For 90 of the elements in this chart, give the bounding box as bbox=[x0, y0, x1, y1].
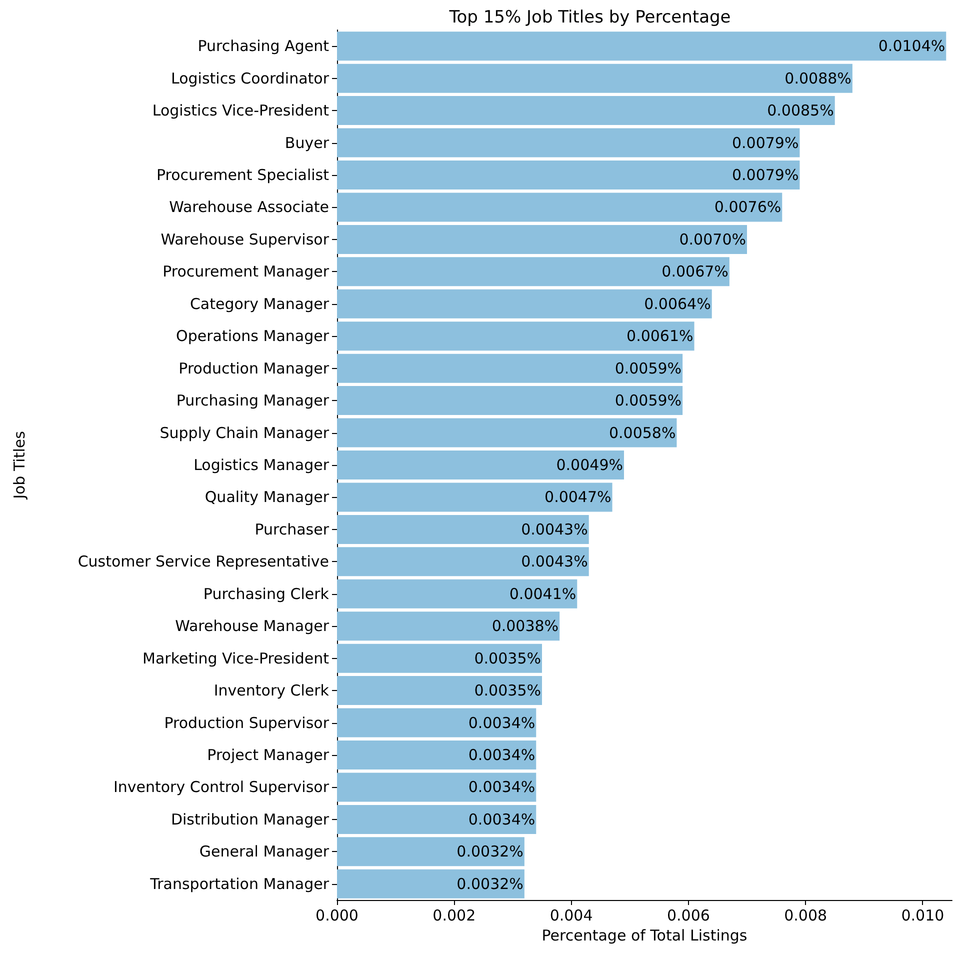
bar bbox=[337, 804, 536, 834]
x-tick-label: 0.004 bbox=[550, 906, 593, 924]
data-label: 0.0061% bbox=[626, 327, 694, 346]
y-tick-label: Inventory Clerk bbox=[214, 682, 330, 700]
y-tick-label: Production Supervisor bbox=[164, 714, 330, 732]
data-label: 0.0079% bbox=[732, 166, 799, 184]
data-label: 0.0035% bbox=[474, 682, 541, 700]
data-label: 0.0058% bbox=[608, 424, 676, 442]
data-label: 0.0059% bbox=[614, 359, 682, 378]
y-tick-label: Purchasing Clerk bbox=[203, 584, 330, 603]
bar bbox=[337, 579, 578, 608]
bar bbox=[337, 644, 542, 673]
x-tick-label: 0.006 bbox=[666, 906, 710, 924]
bar bbox=[337, 32, 946, 61]
data-label: 0.0034% bbox=[468, 778, 536, 796]
bar bbox=[337, 322, 694, 351]
y-tick-label: Operations Manager bbox=[176, 327, 330, 346]
data-label: 0.0070% bbox=[679, 230, 746, 248]
y-tick-label: Distribution Manager bbox=[170, 810, 330, 828]
y-tick-label: Customer Service Representative bbox=[78, 552, 329, 571]
bar bbox=[337, 160, 800, 190]
data-label: 0.0079% bbox=[732, 134, 799, 152]
y-axis-title: Job Titles bbox=[10, 430, 28, 500]
x-tick-label: 0.010 bbox=[901, 906, 944, 924]
data-label: 0.0034% bbox=[468, 714, 536, 732]
bar bbox=[337, 224, 747, 254]
y-tick-label: Purchasing Manager bbox=[176, 392, 330, 410]
data-label: 0.0032% bbox=[456, 842, 524, 861]
bar bbox=[337, 128, 800, 158]
data-label: 0.0088% bbox=[784, 69, 852, 88]
x-tick-label: 0.008 bbox=[784, 906, 828, 924]
y-tick-label: Supply Chain Manager bbox=[160, 424, 330, 442]
bar bbox=[337, 354, 683, 383]
bar bbox=[337, 869, 524, 898]
y-tick-label: Buyer bbox=[284, 134, 330, 152]
y-tick-label: Procurement Specialist bbox=[156, 166, 330, 184]
bar bbox=[337, 64, 852, 93]
y-tick-label: General Manager bbox=[199, 842, 330, 861]
data-label: 0.0085% bbox=[767, 102, 834, 120]
y-tick-label: Procurement Manager bbox=[162, 262, 330, 281]
y-tick-label: Project Manager bbox=[207, 746, 330, 764]
y-tick-label: Production Manager bbox=[178, 359, 330, 378]
bar bbox=[337, 547, 589, 576]
data-label: 0.0035% bbox=[474, 649, 541, 668]
bar bbox=[337, 482, 612, 512]
bar bbox=[337, 612, 560, 641]
chart-title: Top 15% Job Titles by Percentage bbox=[448, 8, 731, 28]
bar bbox=[337, 257, 730, 286]
bar bbox=[337, 772, 536, 802]
bar bbox=[337, 708, 536, 738]
y-tick-label: Warehouse Supervisor bbox=[160, 230, 330, 248]
x-tick-label: 0.000 bbox=[316, 906, 358, 924]
bar bbox=[337, 740, 536, 770]
bar bbox=[337, 676, 542, 706]
data-label: 0.0047% bbox=[544, 488, 612, 506]
data-label: 0.0043% bbox=[521, 552, 588, 571]
bar bbox=[337, 418, 677, 448]
data-label: 0.0064% bbox=[644, 294, 711, 313]
bar bbox=[337, 514, 589, 544]
data-label: 0.0043% bbox=[521, 520, 588, 538]
bar bbox=[337, 386, 683, 416]
data-label: 0.0034% bbox=[468, 746, 536, 764]
data-label: 0.0067% bbox=[662, 262, 728, 281]
y-tick-label: Inventory Control Supervisor bbox=[113, 778, 330, 796]
y-tick-label: Category Manager bbox=[190, 294, 330, 313]
bar bbox=[337, 450, 624, 480]
x-tick-label: 0.002 bbox=[432, 906, 476, 924]
data-label: 0.0104% bbox=[878, 37, 946, 56]
y-tick-label: Logistics Coordinator bbox=[171, 69, 330, 88]
bar bbox=[337, 837, 524, 866]
bar bbox=[337, 289, 712, 318]
data-label: 0.0041% bbox=[509, 584, 576, 603]
data-label: 0.0049% bbox=[556, 456, 623, 474]
y-tick-label: Warehouse Associate bbox=[169, 198, 329, 216]
data-label: 0.0059% bbox=[614, 392, 682, 410]
data-label: 0.0032% bbox=[456, 874, 524, 893]
x-axis-title: Percentage of Total Listings bbox=[542, 926, 748, 944]
y-tick-label: Marketing Vice-President bbox=[142, 649, 330, 668]
y-tick-label: Logistics Manager bbox=[194, 456, 330, 474]
y-tick-label: Logistics Vice-President bbox=[152, 102, 330, 120]
bar bbox=[337, 192, 782, 222]
data-label: 0.0038% bbox=[492, 617, 559, 636]
data-label: 0.0076% bbox=[714, 198, 782, 216]
y-tick-label: Purchaser bbox=[254, 520, 330, 538]
y-tick-label: Warehouse Manager bbox=[175, 617, 330, 636]
y-tick-label: Transportation Manager bbox=[149, 874, 330, 893]
data-label: 0.0034% bbox=[468, 810, 536, 828]
y-tick-label: Quality Manager bbox=[204, 488, 330, 506]
y-tick-label: Purchasing Agent bbox=[198, 37, 330, 56]
bar bbox=[337, 96, 835, 126]
